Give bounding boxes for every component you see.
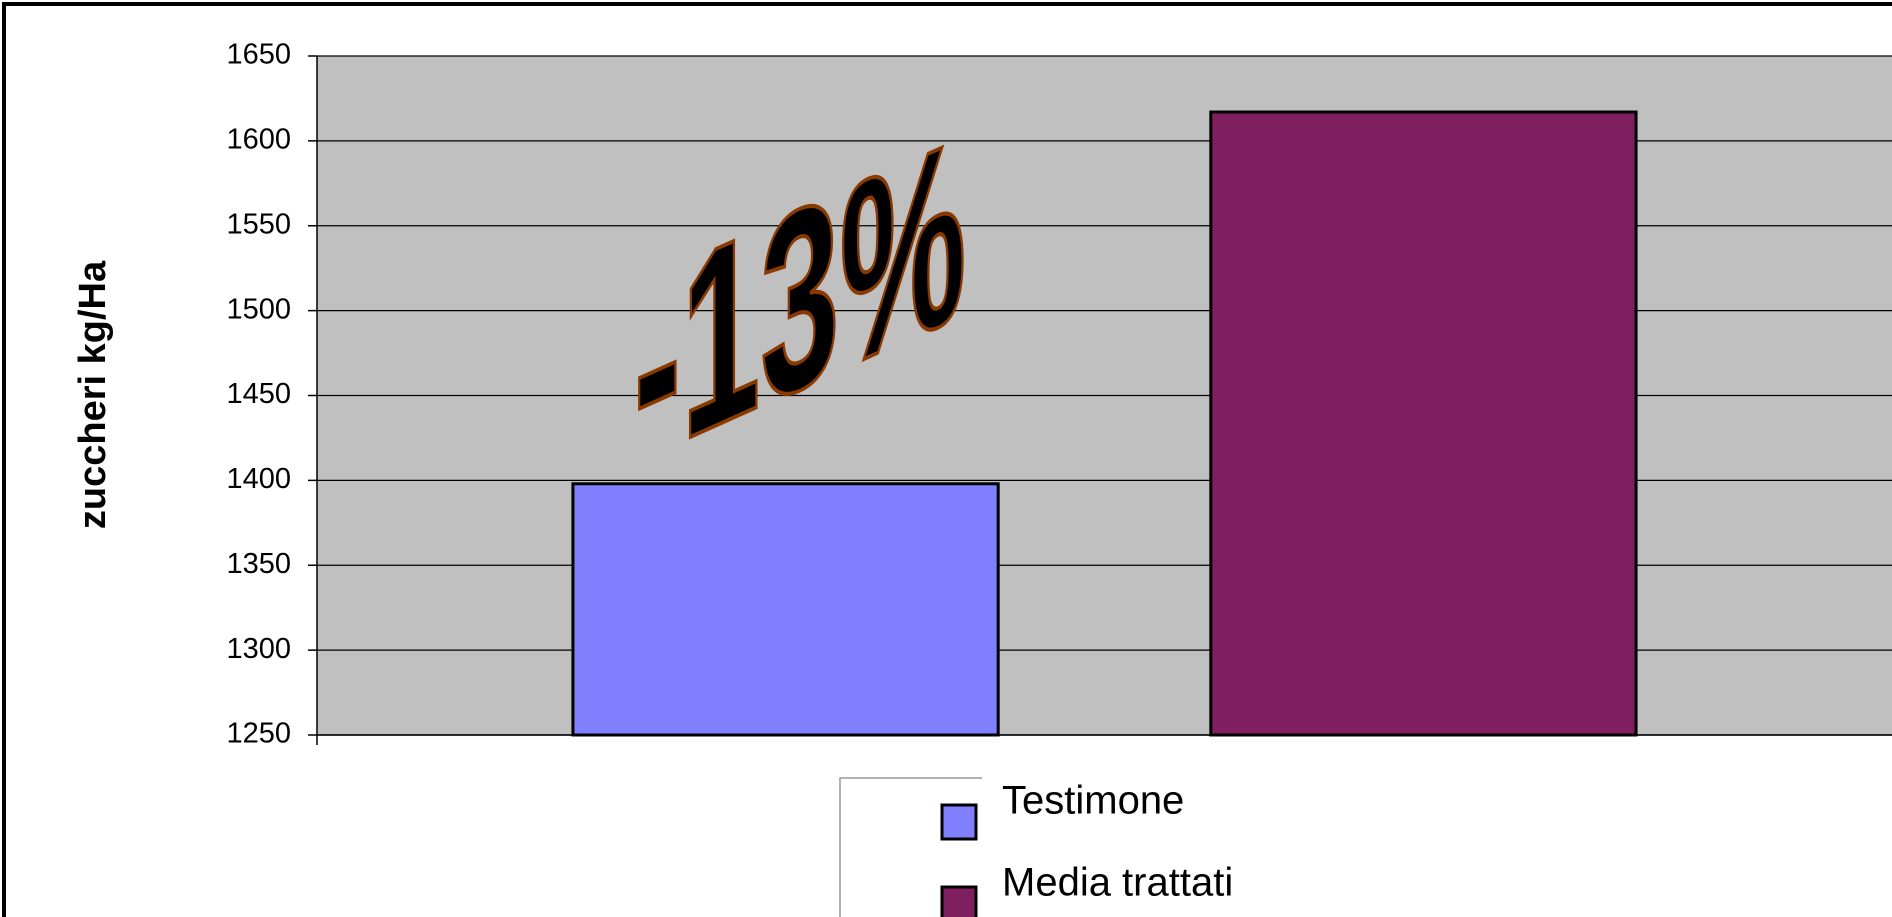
y-tick-label: 1550 xyxy=(226,208,291,240)
y-tick-label: 1600 xyxy=(226,124,291,156)
chart: zuccheri kg/Ha 1250 1300 1350 1400 1450 1500 1… xyxy=(0,0,1892,917)
y-tick-label: 1500 xyxy=(226,293,291,325)
legend-label: Media trattati xyxy=(1002,861,1233,905)
y-tick-label: 1450 xyxy=(226,378,291,410)
legend-label: Testimone xyxy=(1002,779,1184,823)
bar xyxy=(1211,112,1636,735)
legend-swatch xyxy=(942,887,976,917)
y-tick-label: 1350 xyxy=(226,548,291,580)
y-tick-label: 1250 xyxy=(226,718,291,750)
y-tick-label: 1300 xyxy=(226,633,291,665)
y-tick-label: 1650 xyxy=(226,39,291,71)
y-axis-label: zuccheri kg/Ha xyxy=(72,260,114,529)
legend-swatch xyxy=(942,805,976,839)
bar xyxy=(573,484,998,735)
y-tick-label: 1400 xyxy=(226,463,291,495)
